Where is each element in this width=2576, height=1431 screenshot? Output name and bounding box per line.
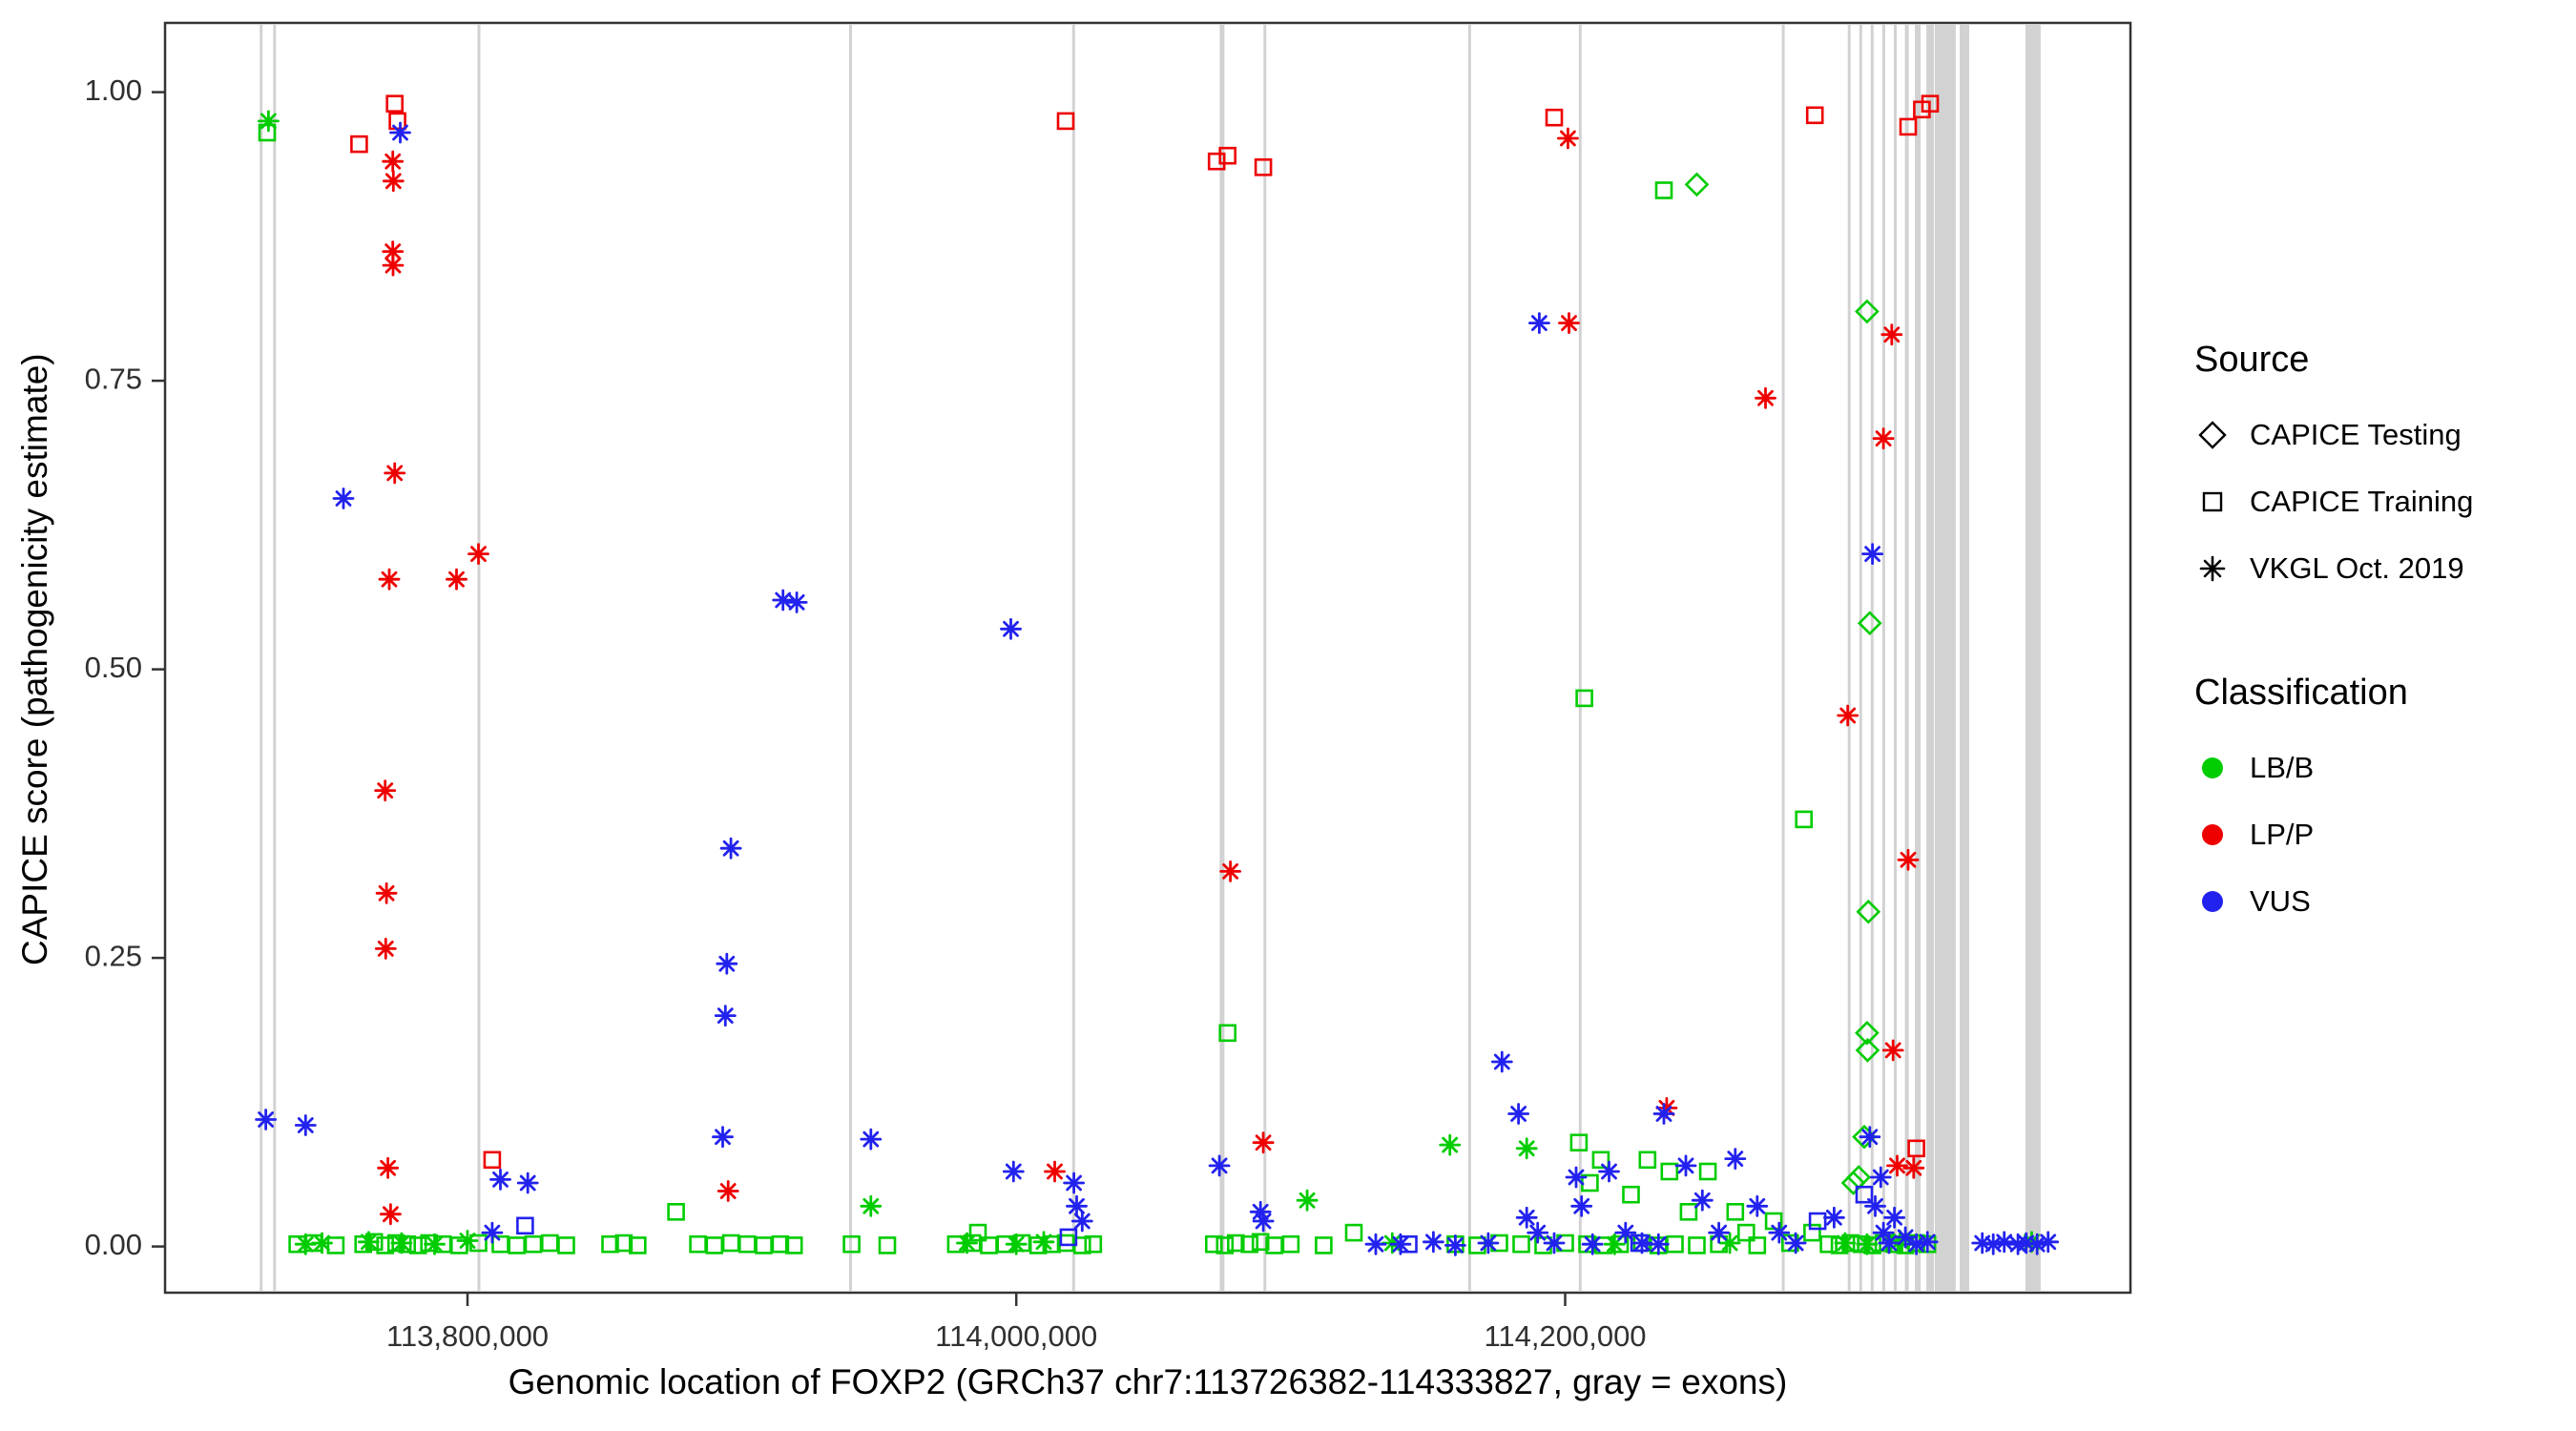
legend-item-capice-testing: CAPICE Testing bbox=[2194, 402, 2566, 468]
svg-text:0.50: 0.50 bbox=[85, 651, 142, 684]
y-axis-title: CAPICE score (pathogenicity estimate) bbox=[15, 353, 54, 965]
legend-item-lpp: LP/P bbox=[2194, 801, 2566, 868]
x-axis-title: Genomic location of FOXP2 (GRCh37 chr7:1… bbox=[508, 1362, 1788, 1401]
legend-section-source: Source CAPICE Testing CAPICE Training bbox=[2194, 340, 2566, 602]
diamond-icon bbox=[2194, 417, 2231, 453]
legend-item-label: LP/P bbox=[2250, 818, 2315, 851]
asterisk-icon bbox=[2194, 550, 2231, 587]
svg-text:0.75: 0.75 bbox=[85, 362, 142, 395]
legend-item-label: CAPICE Training bbox=[2250, 485, 2474, 518]
svg-text:0.25: 0.25 bbox=[85, 939, 142, 972]
green-dot-icon bbox=[2194, 750, 2231, 786]
legend-classification-title: Classification bbox=[2194, 673, 2408, 713]
legend-item-vus: VUS bbox=[2194, 868, 2566, 935]
legend-item-label: LB/B bbox=[2250, 751, 2315, 784]
legend-section-classification: Classification LB/B LP/P VUS bbox=[2194, 673, 2566, 935]
square-icon bbox=[2194, 484, 2231, 520]
svg-text:114,200,000: 114,200,000 bbox=[1484, 1319, 1646, 1353]
green-dot bbox=[2202, 757, 2223, 778]
blue-dot bbox=[2202, 891, 2223, 912]
legend-item-label: VKGL Oct. 2019 bbox=[2250, 551, 2464, 585]
blue-dot-icon bbox=[2194, 883, 2231, 920]
legend-item-vkgl: VKGL Oct. 2019 bbox=[2194, 535, 2566, 602]
exons-layer bbox=[260, 25, 2041, 1291]
red-dot bbox=[2202, 824, 2223, 845]
points-layer bbox=[255, 94, 2060, 1256]
svg-text:1.00: 1.00 bbox=[85, 73, 142, 107]
panel-border bbox=[163, 21, 2132, 1295]
legend-item-capice-training: CAPICE Training bbox=[2194, 468, 2566, 535]
legend-item-lbb: LB/B bbox=[2194, 735, 2566, 801]
legend-item-label: CAPICE Testing bbox=[2250, 418, 2462, 451]
svg-text:113,800,000: 113,800,000 bbox=[386, 1319, 549, 1353]
svg-text:0.00: 0.00 bbox=[85, 1228, 142, 1261]
legend: Source CAPICE Testing CAPICE Training bbox=[2194, 340, 2566, 935]
svg-text:114,000,000: 114,000,000 bbox=[935, 1319, 1097, 1353]
red-dot-icon bbox=[2194, 817, 2231, 853]
legend-item-label: VUS bbox=[2250, 884, 2311, 918]
axis-layer: 0.00 0.25 0.50 0.75 1.00 113,800,000 114,000,0… bbox=[85, 73, 1647, 1353]
legend-source-title: Source bbox=[2194, 340, 2310, 380]
